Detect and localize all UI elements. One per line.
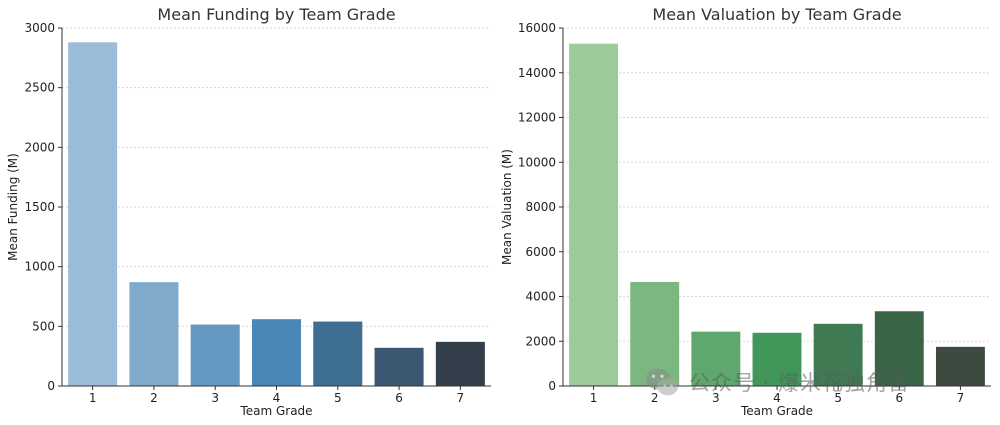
y-axis-label: Mean Funding (M) <box>6 153 20 261</box>
bar <box>313 321 363 386</box>
valuation-chart: 0 2000 4000 6000 8000 10000 12000 14000 16000 1 2 3… <box>500 5 991 418</box>
y-tick-label: 12000 <box>518 111 556 125</box>
bar <box>129 282 179 386</box>
y-tick-label: 2500 <box>24 81 55 95</box>
y-tick-label: 0 <box>548 379 556 393</box>
x-tick-label: 7 <box>457 391 465 405</box>
x-tick-label: 5 <box>334 391 342 405</box>
bar <box>68 42 118 386</box>
bar <box>190 324 240 386</box>
x-tick-label: 4 <box>273 391 281 405</box>
y-tick-label: 16000 <box>518 21 556 35</box>
y-tick-label: 8000 <box>525 200 556 214</box>
x-axis-label: Team Grade <box>740 404 813 418</box>
y-tick-label: 6000 <box>525 245 556 259</box>
x-tick-label: 6 <box>895 391 903 405</box>
x-tick-label: 5 <box>834 391 842 405</box>
x-tick-label: 4 <box>773 391 781 405</box>
bar <box>752 332 802 386</box>
bar <box>435 341 485 386</box>
y-tick-label: 14000 <box>518 66 556 80</box>
y-tick-label: 500 <box>32 319 55 333</box>
x-tick-label: 1 <box>89 391 97 405</box>
x-tick-label: 7 <box>957 391 965 405</box>
y-tick-label: 1500 <box>24 200 55 214</box>
funding-chart: 0 500 1000 1500 2000 2500 3000 1 2 3 4 5 6 7 Mean Fund… <box>6 5 491 418</box>
x-tick-label: 1 <box>590 391 598 405</box>
y-tick-label: 2000 <box>525 334 556 348</box>
bar <box>874 311 924 386</box>
chart-title: Mean Valuation by Team Grade <box>652 5 901 24</box>
y-tick-label: 2000 <box>24 140 55 154</box>
y-tick-label: 10000 <box>518 155 556 169</box>
y-axis-label: Mean Valuation (M) <box>500 149 514 265</box>
bar <box>630 281 680 386</box>
bar <box>691 331 741 386</box>
x-tick-label: 6 <box>395 391 403 405</box>
y-tick-label: 1000 <box>24 260 55 274</box>
bar <box>569 43 619 386</box>
x-axis-label: Team Grade <box>239 404 312 418</box>
bar <box>374 347 424 386</box>
x-tick-label: 3 <box>211 391 219 405</box>
chart-title: Mean Funding by Team Grade <box>157 5 395 24</box>
bar <box>935 346 985 386</box>
y-tick-label: 0 <box>47 379 55 393</box>
y-tick-label: 3000 <box>24 21 55 35</box>
bar <box>813 323 863 386</box>
x-tick-label: 2 <box>651 391 659 405</box>
x-tick-label: 2 <box>150 391 158 405</box>
y-tick-label: 4000 <box>525 290 556 304</box>
bar <box>251 319 302 386</box>
x-tick-label: 3 <box>712 391 720 405</box>
